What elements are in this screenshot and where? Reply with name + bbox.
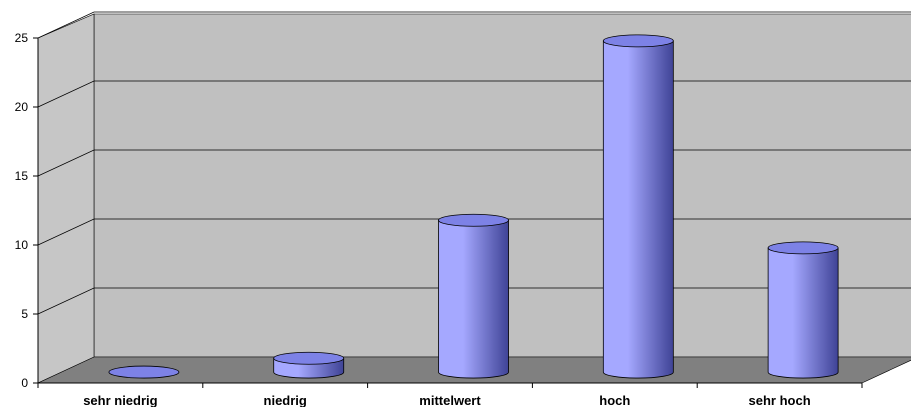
- x-tick-label: sehr niedrig: [83, 393, 157, 407]
- y-tick-label: 10: [15, 238, 29, 252]
- axes: [37, 38, 862, 384]
- bar-top: [438, 213, 509, 227]
- bars: [108, 34, 839, 379]
- bar-top: [602, 34, 674, 48]
- x-tick-label: niedrig: [264, 393, 307, 407]
- bar-body: [602, 40, 674, 379]
- bar-body: [767, 247, 839, 379]
- y-tick-label: 25: [15, 31, 29, 45]
- bar: [438, 213, 509, 379]
- side-wall: [37, 13, 95, 384]
- x-tick-label: sehr hoch: [749, 393, 811, 407]
- bar: [767, 241, 839, 379]
- y-axis-ticks: 0 5 10 15 20 25: [15, 31, 38, 390]
- x-axis-labels: sehr niedrig niedrig mittelwert hoch sehr ho…: [37, 383, 863, 407]
- x-tick-label: mittelwert: [419, 393, 481, 407]
- y-tick-label: 15: [15, 169, 29, 183]
- y-tick-label: 0: [21, 376, 28, 390]
- bar: [273, 351, 345, 379]
- bar-top: [108, 365, 180, 379]
- bar-body: [438, 219, 509, 379]
- y-tick-label: 5: [21, 307, 28, 321]
- bar-top: [767, 241, 839, 255]
- bar: [602, 34, 674, 379]
- bar-top: [273, 351, 345, 365]
- x-tick-label: hoch: [599, 393, 630, 407]
- bar: [108, 365, 180, 379]
- y-tick-label: 20: [15, 100, 29, 114]
- gridline: [37, 11, 911, 39]
